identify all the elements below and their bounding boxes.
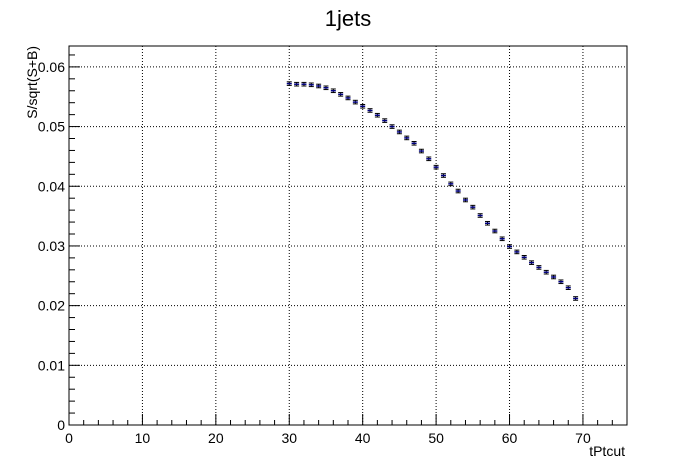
x-tick-label: 40: [355, 430, 371, 446]
data-point: [477, 213, 483, 218]
y-tick-label: 0.05: [38, 119, 65, 135]
data-point: [558, 279, 564, 285]
data-point: [499, 236, 505, 242]
y-tick-label: 0.02: [38, 298, 65, 314]
data-point: [301, 81, 307, 87]
data-point: [389, 124, 395, 129]
data-point: [485, 220, 490, 226]
data-point: [396, 129, 402, 135]
tick-labels: 0 10 20 30 40 50 60 70 0 0.01 0.02 0.03 0.04 0.05 0.06: [38, 59, 591, 446]
data-point: [323, 85, 329, 91]
x-axis-label: tPtcut: [589, 443, 625, 459]
data-point: [573, 296, 579, 301]
data-point: [308, 82, 314, 88]
y-tick-label: 0.06: [38, 59, 65, 75]
data-point: [404, 135, 410, 141]
y-tick-label: 0.04: [38, 178, 65, 194]
data-point: [330, 88, 336, 94]
data-points: [286, 81, 579, 301]
data-point: [367, 108, 373, 113]
x-tick-label: 70: [575, 430, 591, 446]
y-tick-label: 0.01: [38, 357, 65, 373]
data-point: [286, 81, 292, 86]
data-point: [565, 285, 571, 291]
data-point: [529, 260, 535, 265]
axis-ticks: [68, 54, 628, 426]
data-point: [536, 265, 542, 270]
data-point: [294, 81, 300, 87]
y-tick-label: 0: [57, 417, 65, 433]
x-tick-label: 60: [502, 430, 518, 446]
data-point: [492, 228, 498, 234]
data-point: [514, 249, 520, 255]
x-tick-label: 50: [428, 430, 444, 446]
chart-title: 1jets: [325, 6, 371, 31]
data-point: [411, 140, 417, 146]
data-point: [338, 92, 344, 97]
data-point: [316, 83, 322, 89]
x-tick-label: 0: [65, 430, 73, 446]
data-point: [345, 95, 351, 101]
data-point: [418, 148, 424, 154]
data-point: [507, 244, 513, 249]
data-point: [360, 103, 366, 109]
data-point: [470, 204, 476, 210]
data-point: [551, 274, 557, 280]
data-point: [521, 254, 527, 260]
y-tick-label: 0.03: [38, 238, 65, 254]
data-point: [455, 188, 461, 194]
x-tick-label: 10: [135, 430, 151, 446]
data-point: [382, 118, 388, 123]
data-point: [448, 181, 454, 187]
data-point: [352, 99, 358, 105]
data-point: [374, 112, 380, 118]
data-point: [433, 164, 439, 170]
y-axis-label: S/sqrt(S+B): [24, 46, 40, 119]
data-point: [462, 197, 468, 203]
plot-frame: [68, 45, 628, 426]
data-point: [543, 269, 549, 275]
grid: [69, 46, 627, 425]
x-tick-label: 20: [208, 430, 224, 446]
data-point: [426, 156, 432, 162]
x-tick-label: 30: [281, 430, 297, 446]
data-point: [440, 173, 446, 178]
